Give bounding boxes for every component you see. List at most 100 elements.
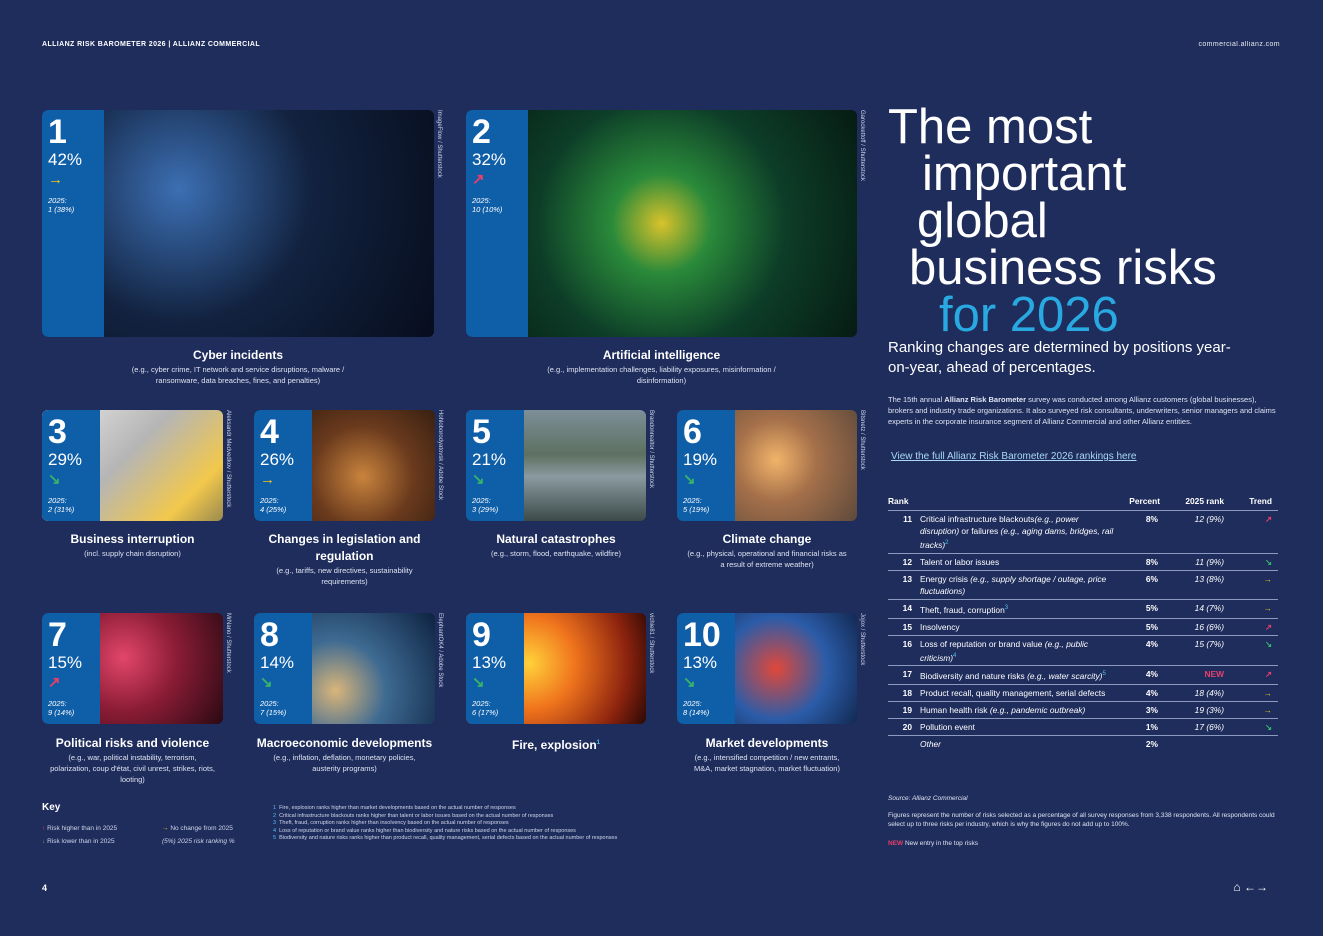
trend-up-icon: ↗ — [1230, 510, 1278, 554]
risk-card-image-5: 5 21% ↘ 2025: 3 (29%) — [466, 410, 646, 521]
table-row: Other 2% — [888, 735, 1278, 753]
row-rank — [888, 735, 918, 753]
table-row: 19 Human health risk (e.g., pandemic outb… — [888, 701, 1278, 719]
trend-same-icon: → — [48, 171, 63, 188]
circuit-board-chip-photo — [466, 110, 857, 337]
row-example: (e.g., aging dams, bridges, rail tracks) — [920, 526, 1114, 550]
headline-line-4: business risks — [909, 241, 1217, 295]
key-higher-label: Risk higher than in 2025 — [47, 825, 118, 832]
intro-paragraph: The 15th annual Allianz Risk Barometer s… — [888, 394, 1280, 427]
figures-note: Figures represent the number of risks se… — [888, 812, 1275, 828]
risk-card-image-7: 7 15% ↗ 2025: 9 (14%) — [42, 613, 223, 724]
photo-credit: vichie81 / Shutterstock — [648, 613, 654, 674]
previous-rank-label: 2025: — [472, 196, 491, 205]
row-rank: 12 — [888, 552, 918, 571]
arrow-right-icon: → — [162, 825, 169, 832]
row-prev-rank: 16 (6%) — [1160, 617, 1230, 636]
rank-number: 3 — [48, 413, 67, 451]
risk-title: Changes in legislation and regulation — [268, 532, 421, 563]
previous-rank-value: 2 (31%) — [48, 505, 75, 514]
rank-percent: 32% — [472, 150, 507, 169]
site-url[interactable]: commercial.allianz.com — [1198, 41, 1280, 48]
footnote: 1 Fire, explosion ranks higher than marke… — [273, 805, 617, 813]
rank-percent: 19% — [683, 450, 718, 469]
previous-rank: 2025: 4 (25%) — [260, 496, 306, 514]
row-percent: 4% — [1116, 634, 1160, 666]
arrow-up-icon: ↑ — [42, 825, 46, 832]
footnote-ref: 5 — [1102, 671, 1106, 678]
footnote-number: 2 — [273, 812, 277, 819]
risk-card-image-9: 9 13% ↘ 2025: 6 (17%) — [466, 613, 646, 724]
row-example: (e.g., water scarcity) — [1027, 671, 1103, 682]
rank-percent: 13% — [472, 653, 507, 672]
footnote-text: Biodiversity and nature risks ranks high… — [279, 835, 618, 842]
previous-rank: 2025: 2 (31%) — [48, 496, 94, 514]
previous-rank-value: 5 (19%) — [683, 505, 710, 514]
row-percent: 1% — [1116, 718, 1160, 736]
row-rank: 13 — [888, 569, 918, 600]
home-icon[interactable]: ⌂ — [1233, 880, 1241, 894]
previous-rank-value: 1 (38%) — [48, 205, 75, 214]
previous-rank: 2025: 8 (14%) — [683, 699, 729, 717]
row-name: Biodiversity and nature risks — [920, 671, 1028, 682]
row-rank: 16 — [888, 634, 918, 666]
footnote-number: 3 — [273, 820, 277, 827]
rank-percent: 42% — [48, 150, 83, 169]
col-trend: Trend — [1249, 496, 1272, 506]
risk-card-image-1: 1 42% → 2025: 1 (38%) — [42, 110, 434, 337]
headline-line-1: The most — [888, 100, 1093, 154]
trend-down-icon: ↘ — [260, 674, 273, 691]
rankings-link[interactable]: View the full Allianz Risk Barometer 202… — [891, 451, 1137, 462]
back-arrow-icon[interactable]: ← — [1244, 880, 1256, 894]
trend-down-icon: ↘ — [48, 471, 61, 488]
photo-credit: Brandonrealtor / Shutterstock — [648, 410, 654, 489]
row-prev-rank: 11 (9%) — [1160, 552, 1230, 571]
row-prev-rank: 13 (8%) — [1160, 569, 1230, 600]
trend-up-icon: ↗ — [1230, 617, 1278, 636]
rank-percent: 13% — [683, 653, 718, 672]
forward-arrow-icon[interactable]: → — [1256, 880, 1268, 894]
previous-rank-value: 7 (15%) — [260, 708, 287, 717]
row-rank: 17 — [888, 665, 918, 685]
row-rank: 15 — [888, 617, 918, 636]
rank-number: 9 — [472, 616, 491, 654]
footnote-ref: 1 — [596, 740, 601, 746]
table-row: 13 Energy crisis (e.g., supply shortage /… — [888, 569, 1278, 600]
risk-title: Political risks and violence — [55, 736, 210, 750]
trend-down-icon: ↘ — [683, 471, 696, 488]
photo-credit: ImageFlow / Shutterstock — [436, 110, 442, 178]
risk-title: Fire, explosion1 — [511, 738, 601, 752]
previous-rank-label: 2025: — [260, 699, 279, 708]
trend-down-icon: ↘ — [1230, 718, 1278, 736]
key-lower-label: Risk lower than in 2025 — [47, 838, 115, 845]
photo-credit: Garockettoff / Shutterstock — [859, 110, 865, 181]
arrow-down-icon: ↓ — [42, 838, 46, 845]
key-nochange: → No change from 2025 — [162, 825, 233, 832]
trend-down-icon: ↘ — [472, 674, 485, 691]
row-name: Pollution event — [920, 722, 975, 733]
rank-badge: 2 32% ↗ 2025: 10 (10%) — [466, 110, 528, 337]
risk-subtitle: (e.g., inflation, deflation, monetary po… — [273, 753, 416, 773]
footnote-ref: 2 — [945, 540, 949, 546]
table-row: 14 Theft, fraud, corruption3 5% 14 (7%) → — [888, 598, 1278, 619]
intro-bold: Allianz Risk Barometer — [944, 395, 1026, 404]
previous-rank-label: 2025: — [472, 699, 491, 708]
trend-same-icon: → — [1230, 684, 1278, 702]
lead-text: Ranking changes are determined by positi… — [888, 339, 1231, 376]
table-body: 11 Critical infrastructure blackouts(e.g.… — [888, 510, 1278, 753]
previous-rank: 2025: 9 (14%) — [48, 699, 94, 717]
row-risk: Loss of reputation or brand value (e.g.,… — [918, 634, 1116, 666]
row-prev-rank: 18 (4%) — [1160, 684, 1230, 702]
rank-percent: 21% — [472, 450, 507, 469]
rank-badge: 10 13% ↘ 2025: 8 (14%) — [677, 613, 735, 724]
key-higher: ↑ Risk higher than in 2025 — [42, 825, 117, 832]
previous-rank-label: 2025: — [472, 496, 491, 505]
rankings-table: Rank Percent 2025 rank Trend 11 Critical … — [888, 494, 1278, 753]
new-entry-text: New entry in the top risks — [904, 840, 978, 847]
row-example: (e.g., power disruption) — [920, 514, 1079, 536]
trend-up-icon: ↗ — [472, 171, 485, 188]
risk-title: Climate change — [722, 532, 812, 546]
row-name: Loss of reputation or brand value — [920, 638, 1045, 649]
previous-rank: 2025: 10 (10%) — [472, 196, 522, 214]
document-header: ALLIANZ RISK BAROMETER 2026 | ALLIANZ CO… — [42, 41, 261, 48]
